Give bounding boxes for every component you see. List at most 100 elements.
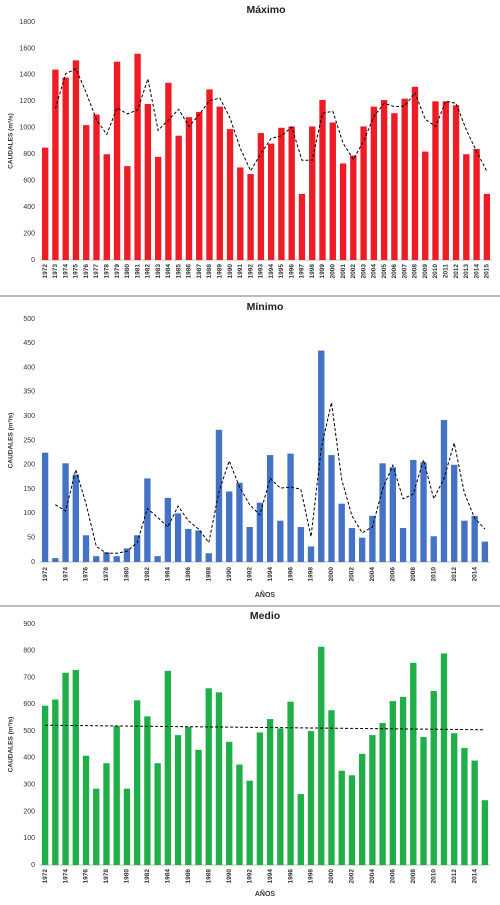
x-tick-label: 2012 [453, 264, 460, 279]
bar [82, 755, 90, 865]
bar [348, 527, 356, 562]
x-tick-label: 1980 [124, 869, 131, 884]
chart-title: Mínimo [247, 301, 284, 313]
x-tick-label: 1977 [93, 264, 100, 279]
bar [175, 135, 182, 260]
bar [420, 462, 427, 562]
x-tick-label: 2007 [401, 264, 408, 279]
bar [307, 546, 315, 562]
y-tick-label: 500 [23, 728, 35, 735]
x-tick-label: 2006 [390, 567, 397, 582]
bar [206, 89, 213, 260]
bar [473, 148, 480, 260]
chart-medio: Medio 0 100 200 300 400 500 600 700 800 900 CAUDALE… [0, 607, 500, 900]
y-tick-label: 400 [23, 364, 35, 371]
x-tick-label: 1973 [52, 264, 59, 279]
bar [430, 690, 437, 865]
bar [257, 133, 265, 260]
x-tick-label: 1990 [226, 869, 233, 884]
bar [318, 350, 325, 562]
bar [256, 732, 264, 865]
chart-minimo: Mínimo 0 50 100 150 200 250 300 350 400 450 500 CAUD… [0, 297, 500, 605]
y-tick-label: 400 [23, 204, 35, 211]
bar [196, 111, 203, 261]
chart-title: Medio [250, 610, 280, 622]
bar [338, 770, 345, 865]
x-tick-label: 1976 [83, 264, 90, 279]
x-tick-label: 1986 [185, 567, 192, 582]
x-tick-label: 1978 [103, 567, 110, 582]
bar [195, 749, 202, 865]
x-tick-label: 2002 [349, 869, 356, 884]
bar [62, 672, 69, 865]
bar [133, 700, 141, 865]
bar [440, 420, 448, 562]
bar [401, 98, 408, 260]
bar [379, 723, 386, 865]
bar [62, 77, 69, 261]
linear-trend-line [45, 724, 485, 731]
x-tick-label: 1994 [267, 567, 274, 582]
bar [339, 163, 347, 260]
bar [246, 527, 253, 562]
x-tick-label: 1996 [287, 567, 294, 582]
x-tick-label: 2002 [349, 567, 356, 582]
bar [369, 735, 376, 865]
y-tick-label: 1600 [19, 45, 35, 52]
bar [471, 515, 478, 562]
bar [451, 733, 458, 865]
x-tick-label: 2003 [360, 264, 367, 279]
x-tick-label: 2015 [484, 264, 491, 279]
x-tick-label: 1988 [205, 869, 212, 884]
bar [440, 653, 448, 865]
bar [113, 556, 120, 562]
x-tick-label: 1974 [62, 264, 69, 279]
bar [277, 520, 284, 562]
x-tick-label: 2014 [471, 567, 478, 582]
x-tick-label: 2008 [410, 869, 417, 884]
bar [430, 536, 437, 562]
y-tick-label: 50 [27, 535, 35, 542]
bar [113, 61, 121, 260]
x-tick-label: 2012 [451, 869, 458, 884]
bar [226, 129, 234, 260]
bar [93, 556, 100, 562]
chart-maximo-svg: Máximo 0 200 400 600 800 1000 1200 1400 1600 1800 C… [8, 4, 492, 279]
bar [133, 535, 141, 562]
bar [174, 513, 182, 562]
x-tick-label: 1996 [288, 264, 295, 279]
x-tick-label: 2008 [412, 264, 419, 279]
x-tick-label: 2008 [410, 567, 417, 582]
x-tick-label: 1978 [103, 869, 110, 884]
x-tick-label: 1972 [42, 264, 49, 279]
x-tick-label: 1986 [185, 869, 192, 884]
x-tick-label: 1974 [62, 567, 69, 582]
bar [309, 126, 316, 260]
x-tick-label: 1993 [258, 264, 265, 279]
y-tick-label: 400 [23, 755, 35, 762]
bar [185, 727, 192, 865]
bar [52, 558, 59, 562]
y-tick-label: 1000 [19, 125, 35, 132]
x-tick-label: 1978 [103, 264, 110, 279]
chart-maximo: Máximo 0 200 400 600 800 1000 1200 1400 1600 1800 C… [0, 0, 500, 295]
y-tick-label: 100 [23, 835, 35, 842]
y-tick-label: 0 [31, 862, 35, 869]
x-tick-label: 1994 [267, 869, 274, 884]
bar [52, 699, 59, 865]
bar [442, 101, 449, 260]
bar [307, 731, 315, 865]
bar [246, 780, 253, 865]
y-tick-label: 450 [23, 340, 35, 347]
bar [420, 737, 427, 865]
y-tick-label: 200 [23, 808, 35, 815]
bar [410, 662, 417, 865]
bar [226, 741, 233, 865]
x-tick-label: 1990 [227, 264, 234, 279]
bar [123, 548, 131, 562]
bar [256, 502, 264, 562]
bar [452, 105, 460, 260]
bar [216, 106, 223, 260]
bar [52, 69, 59, 260]
x-tick-label: 1987 [196, 264, 203, 279]
